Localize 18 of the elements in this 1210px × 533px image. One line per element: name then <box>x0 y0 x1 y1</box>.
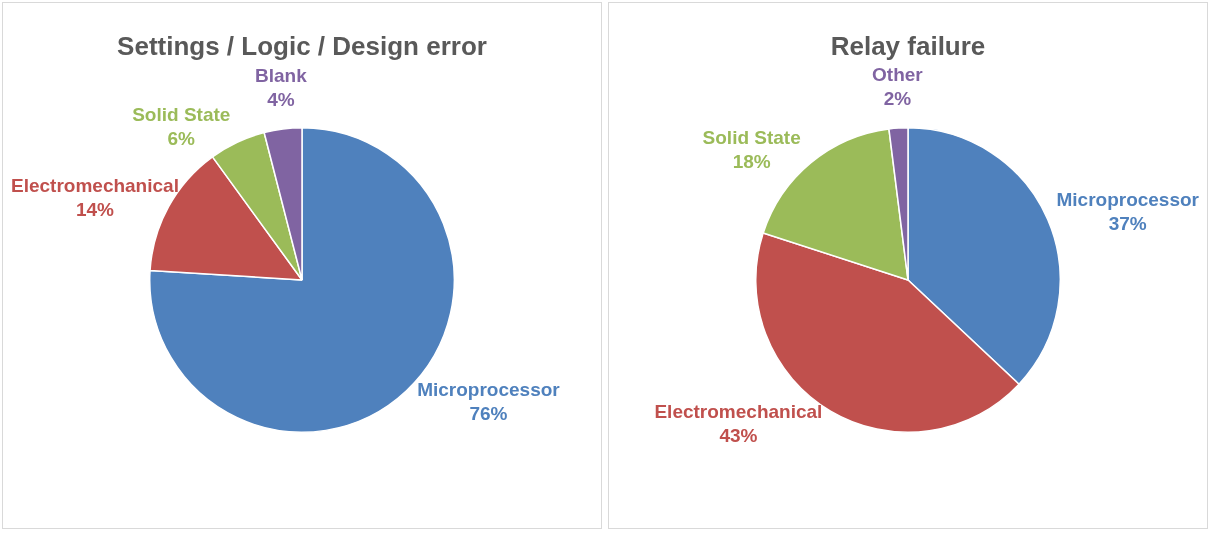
slice-label: Microprocessor <box>1056 189 1200 211</box>
data-label: 18% <box>732 150 771 172</box>
data-label: 6% <box>167 128 196 149</box>
data-label: 37% <box>1108 213 1147 235</box>
chart-title: Relay failure <box>830 31 986 62</box>
data-label: 4% <box>267 89 295 111</box>
slice-label: Microprocessor <box>417 378 561 400</box>
slice-label: Other <box>872 64 924 86</box>
slice-label: Solid State <box>132 104 231 125</box>
chart-title: Settings / Logic / Design error <box>117 31 487 62</box>
data-label: 14% <box>75 199 115 221</box>
slice-label: Blank <box>255 65 308 87</box>
slice-label: Electromechanical <box>10 175 179 197</box>
data-label: 43% <box>719 425 758 447</box>
slice-label: Solid State <box>702 126 801 148</box>
data-label: 76% <box>469 402 508 424</box>
data-label: 2% <box>883 88 912 110</box>
slice-label: Electromechanical <box>654 401 823 423</box>
